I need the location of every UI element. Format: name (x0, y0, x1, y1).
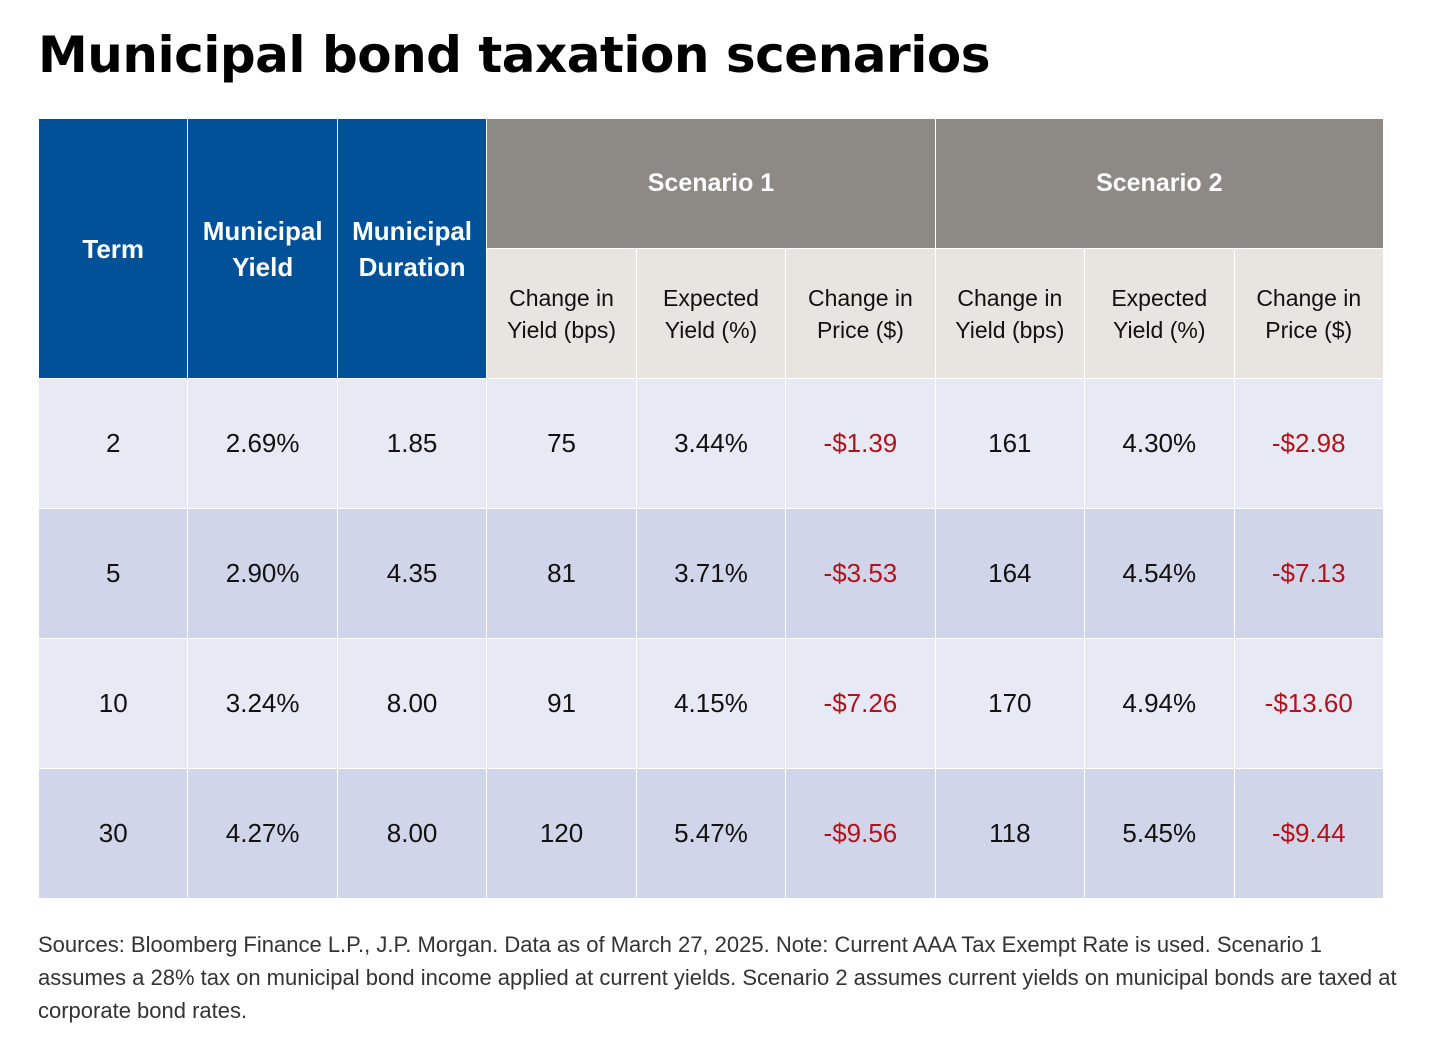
header-municipal-duration-line1: Municipal (352, 215, 473, 246)
cell-s1-expected-yield: 4.15% (635, 638, 787, 769)
cell-s2-expected-yield: 5.45% (1084, 768, 1235, 899)
header-municipal-duration: Municipal Duration (336, 118, 488, 379)
footnote: Sources: Bloomberg Finance L.P., J.P. Mo… (38, 932, 1397, 1023)
cell-municipal-yield: 3.24% (187, 638, 338, 769)
cell-s1-change-yield: 81 (486, 508, 637, 639)
cell-s2-change-price: -$7.13 (1233, 508, 1384, 639)
taxation-table: Term Municipal Yield Municipal Duration … (37, 118, 1385, 899)
s1-change-price-line2: Price ($) (816, 316, 904, 343)
cell-s1-change-yield: 120 (486, 768, 637, 899)
cell-term: 5 (37, 508, 189, 639)
s2-change-price-line1: Change in (1256, 284, 1362, 311)
cell-municipal-yield: 2.90% (187, 508, 338, 639)
cell-s1-change-price: -$9.56 (785, 768, 936, 899)
cell-s1-expected-yield: 5.47% (635, 768, 787, 899)
cell-s1-expected-yield: 3.71% (635, 508, 787, 639)
s1-expected-yield-line1: Expected (663, 284, 759, 311)
header-term: Term (37, 118, 189, 379)
page-title: Municipal bond taxation scenarios (38, 26, 990, 84)
s2-change-yield-line1: Change in (957, 284, 1063, 311)
cell-s1-change-price: -$1.39 (785, 378, 936, 509)
header-municipal-duration-line2: Duration (358, 251, 466, 282)
cell-municipal-yield: 4.27% (187, 768, 338, 899)
s2-header-change-yield: Change in Yield (bps) (934, 248, 1086, 379)
s2-header-change-price: Change in Price ($) (1233, 248, 1384, 379)
s1-expected-yield-line2: Yield (%) (664, 316, 758, 343)
s2-expected-yield-line1: Expected (1111, 284, 1208, 311)
cell-municipal-duration: 8.00 (336, 638, 488, 769)
table-row: 10 3.24% 8.00 91 4.15% -$7.26 170 4.94% … (37, 638, 1384, 769)
s1-change-yield-line2: Yield (bps) (506, 316, 617, 343)
cell-s1-change-price: -$3.53 (785, 508, 936, 639)
cell-s2-expected-yield: 4.94% (1084, 638, 1235, 769)
header-row-top: Term Municipal Yield Municipal Duration … (37, 118, 1385, 379)
header-municipal-yield: Municipal Yield (187, 118, 338, 379)
cell-s2-change-yield: 118 (934, 768, 1086, 899)
cell-s2-expected-yield: 4.54% (1084, 508, 1235, 639)
table-row: 30 4.27% 8.00 120 5.47% -$9.56 118 5.45%… (37, 768, 1384, 899)
cell-s1-expected-yield: 3.44% (635, 378, 787, 509)
cell-municipal-duration: 8.00 (336, 768, 488, 899)
cell-term: 10 (37, 638, 189, 769)
cell-s2-change-yield: 161 (934, 378, 1086, 509)
s2-change-price-line2: Price ($) (1265, 316, 1353, 343)
cell-s2-change-price: -$13.60 (1233, 638, 1384, 769)
s2-header-expected-yield: Expected Yield (%) (1084, 248, 1235, 379)
cell-municipal-duration: 1.85 (336, 378, 488, 509)
s1-header-change-yield: Change in Yield (bps) (486, 248, 637, 379)
cell-s2-change-yield: 170 (934, 638, 1086, 769)
cell-s2-change-price: -$9.44 (1233, 768, 1384, 899)
cell-municipal-yield: 2.69% (187, 378, 338, 509)
cell-s1-change-yield: 75 (486, 378, 637, 509)
header-scenario-1: Scenario 1 (486, 118, 936, 249)
cell-s2-change-yield: 164 (934, 508, 1086, 639)
cell-term: 30 (37, 768, 189, 899)
s1-change-price-line1: Change in (807, 284, 913, 311)
cell-municipal-duration: 4.35 (336, 508, 488, 639)
header-scenario-2: Scenario 2 (934, 118, 1385, 249)
header-row-sub: Change in Yield (bps) Expected Yield (%)… (39, 248, 1384, 379)
cell-s2-change-price: -$2.98 (1233, 378, 1384, 509)
s1-header-expected-yield: Expected Yield (%) (635, 248, 787, 379)
s1-header-change-price: Change in Price ($) (785, 248, 936, 379)
cell-s2-expected-yield: 4.30% (1084, 378, 1235, 509)
cell-term: 2 (37, 378, 189, 509)
cell-s1-change-price: -$7.26 (785, 638, 936, 769)
table-row: 2 2.69% 1.85 75 3.44% -$1.39 161 4.30% -… (37, 378, 1384, 509)
s1-change-yield-line1: Change in (509, 284, 614, 311)
header-term-label: Term (82, 233, 145, 264)
s2-expected-yield-line2: Yield (%) (1113, 316, 1206, 343)
table-row: 5 2.90% 4.35 81 3.71% -$3.53 164 4.54% -… (37, 508, 1384, 639)
header-municipal-yield-line2: Yield (232, 251, 294, 282)
cell-s1-change-yield: 91 (486, 638, 637, 769)
header-municipal-yield-line1: Municipal (202, 215, 323, 246)
s2-change-yield-line2: Yield (bps) (955, 316, 1065, 343)
